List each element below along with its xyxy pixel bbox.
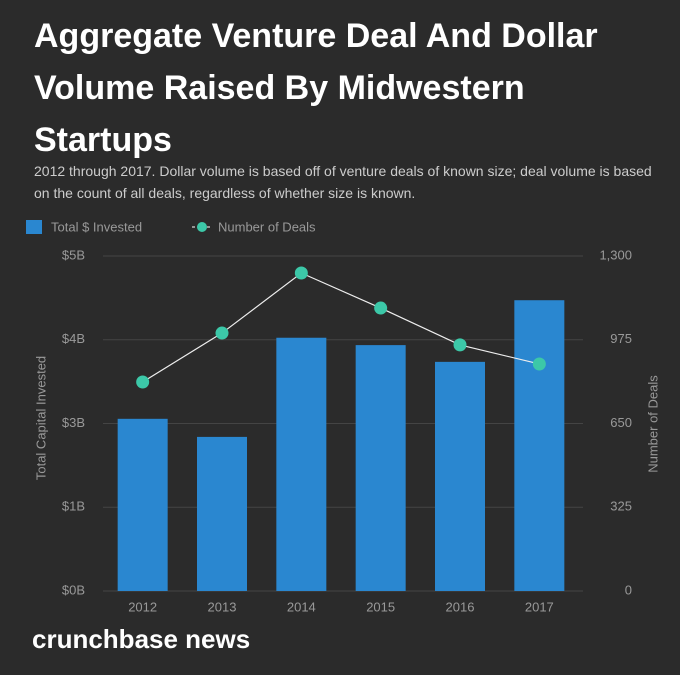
y-tick-label: $4B [62, 331, 85, 346]
point [136, 375, 150, 389]
legend-marker [197, 222, 207, 232]
bar [117, 418, 168, 591]
legend-swatch [26, 220, 42, 234]
bar [197, 436, 247, 591]
y-tick-label: $1B [62, 499, 85, 514]
bar [276, 337, 327, 591]
bar [435, 361, 485, 591]
line [142, 272, 540, 383]
y2-axis-label: Number of Deals [645, 375, 660, 473]
chart-subtitle: 2012 through 2017. Dollar volume is base… [34, 163, 652, 201]
y2-tick-label: 650 [610, 415, 632, 430]
source-logo: crunchbase news [32, 624, 250, 654]
y2-tick-label: 325 [610, 499, 632, 514]
x-tick-label: 2016 [446, 599, 475, 614]
legend-label: Total $ Invested [51, 219, 142, 234]
bar [514, 300, 565, 591]
point [294, 266, 308, 280]
y2-tick-label: 975 [610, 331, 632, 346]
x-tick-label: 2017 [525, 599, 554, 614]
legend-label: Number of Deals [218, 219, 316, 234]
y2-tick-label: 1,300 [599, 247, 632, 262]
point [215, 326, 229, 340]
y-tick-label: $5B [62, 247, 85, 262]
point [532, 357, 546, 371]
y2-tick-label: 0 [625, 582, 632, 597]
x-tick-label: 2015 [366, 599, 395, 614]
x-tick-label: 2012 [128, 599, 157, 614]
x-tick-label: 2014 [287, 599, 316, 614]
point [453, 338, 467, 352]
y-axis-label: Total Capital Invested [33, 356, 48, 480]
bar [355, 345, 406, 591]
x-tick-label: 2013 [208, 599, 237, 614]
chart-title: Aggregate Venture Deal And Dollar Volume… [34, 17, 598, 159]
y-tick-label: $3B [62, 415, 85, 430]
point [374, 301, 388, 315]
y-tick-label: $0B [62, 582, 85, 597]
